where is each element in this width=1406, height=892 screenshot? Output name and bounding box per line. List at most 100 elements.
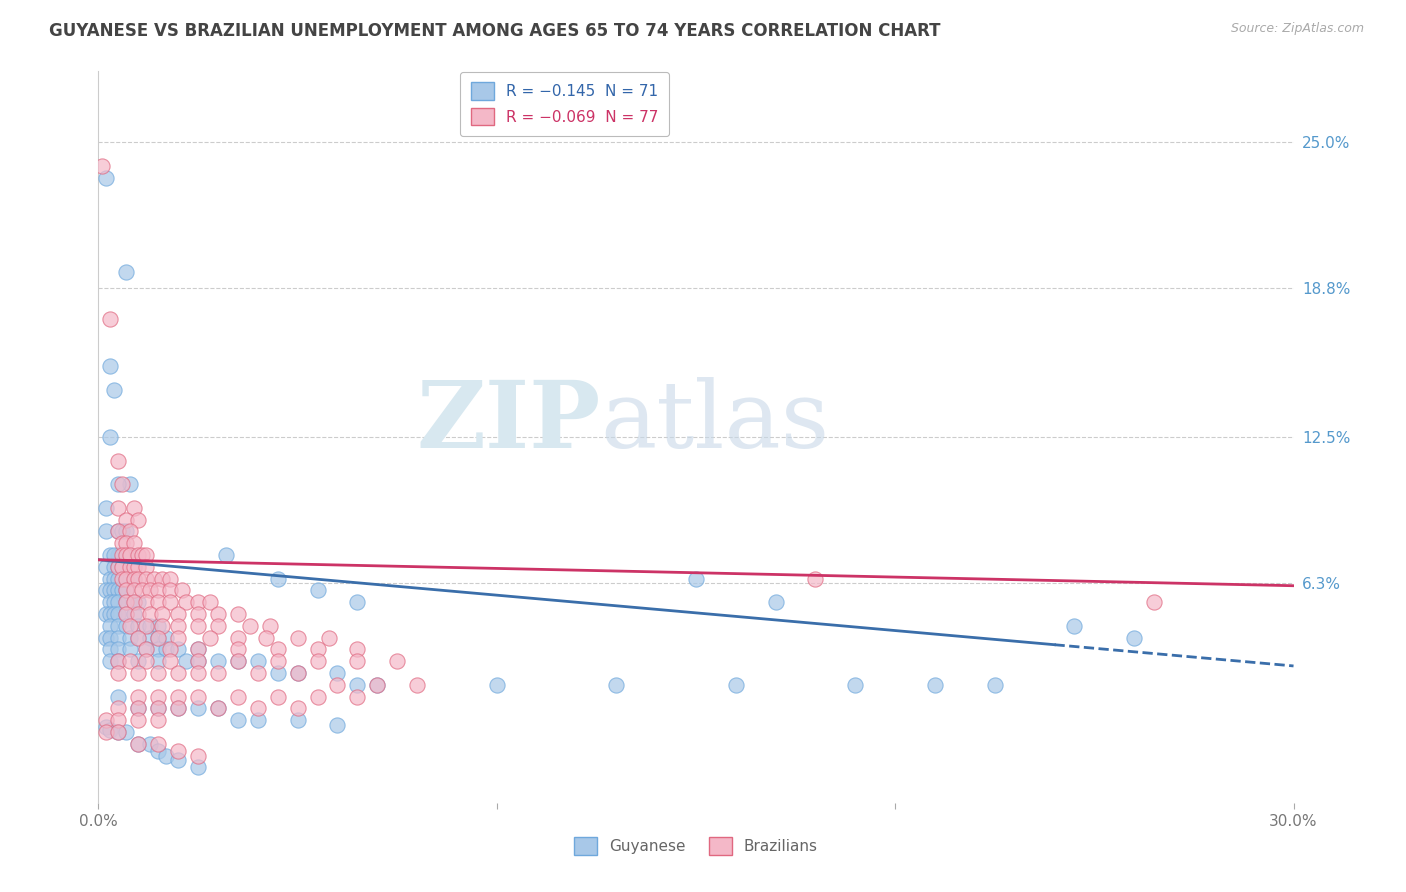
Point xyxy=(98,642,122,657)
Point xyxy=(127,701,149,715)
Text: atlas: atlas xyxy=(600,377,830,467)
Point xyxy=(96,559,118,574)
Point xyxy=(91,159,114,173)
Point xyxy=(98,654,122,668)
Point xyxy=(187,760,209,774)
Point xyxy=(115,548,138,562)
Point xyxy=(346,654,368,668)
Point xyxy=(148,642,170,657)
Point xyxy=(103,559,125,574)
Point xyxy=(143,572,166,586)
Point xyxy=(207,701,229,715)
Point xyxy=(287,713,309,727)
Point xyxy=(246,654,269,668)
Point xyxy=(167,744,190,758)
Point xyxy=(103,607,125,621)
Point xyxy=(111,548,134,562)
Point xyxy=(127,654,149,668)
Point xyxy=(174,654,197,668)
Point xyxy=(267,654,290,668)
Point xyxy=(366,678,388,692)
Point xyxy=(148,583,170,598)
Point xyxy=(96,631,118,645)
Point xyxy=(127,607,149,621)
Point xyxy=(107,701,129,715)
Point xyxy=(239,619,262,633)
Point xyxy=(120,642,142,657)
Point xyxy=(605,678,627,692)
Point xyxy=(924,678,946,692)
Point xyxy=(127,559,149,574)
Point xyxy=(107,713,129,727)
Point xyxy=(115,536,138,550)
Point xyxy=(115,524,138,539)
Point xyxy=(127,631,149,645)
Point xyxy=(127,737,149,751)
Point xyxy=(98,607,122,621)
Point xyxy=(135,654,157,668)
Point xyxy=(107,524,129,539)
Point xyxy=(267,666,290,681)
Point xyxy=(226,690,249,704)
Point xyxy=(98,430,122,444)
Point xyxy=(139,619,162,633)
Point xyxy=(167,690,190,704)
Point xyxy=(124,500,146,515)
Point xyxy=(148,737,170,751)
Point xyxy=(287,631,309,645)
Point xyxy=(1143,595,1166,609)
Point xyxy=(346,595,368,609)
Point xyxy=(96,583,118,598)
Point xyxy=(115,607,138,621)
Point xyxy=(107,559,129,574)
Point xyxy=(127,572,149,586)
Point xyxy=(172,583,194,598)
Point xyxy=(135,572,157,586)
Point xyxy=(167,642,190,657)
Point xyxy=(159,654,181,668)
Point xyxy=(124,559,146,574)
Point xyxy=(107,654,129,668)
Point xyxy=(287,666,309,681)
Point xyxy=(111,559,134,574)
Point xyxy=(120,524,142,539)
Point xyxy=(107,572,129,586)
Point xyxy=(120,619,142,633)
Point xyxy=(1123,631,1146,645)
Point xyxy=(385,654,409,668)
Point xyxy=(115,595,138,609)
Point xyxy=(127,619,149,633)
Point xyxy=(346,678,368,692)
Point xyxy=(124,583,146,598)
Point xyxy=(127,513,149,527)
Point xyxy=(107,725,129,739)
Point xyxy=(98,548,122,562)
Point xyxy=(326,666,349,681)
Point xyxy=(187,607,209,621)
Point xyxy=(246,701,269,715)
Point xyxy=(107,631,129,645)
Point xyxy=(287,701,309,715)
Point xyxy=(1063,619,1085,633)
Point xyxy=(148,654,170,668)
Point xyxy=(167,631,190,645)
Point xyxy=(98,583,122,598)
Point xyxy=(148,666,170,681)
Point xyxy=(98,723,122,737)
Point xyxy=(187,619,209,633)
Text: ZIP: ZIP xyxy=(416,377,600,467)
Point xyxy=(103,583,125,598)
Point xyxy=(127,690,149,704)
Point xyxy=(115,548,138,562)
Point xyxy=(96,607,118,621)
Point xyxy=(98,572,122,586)
Point xyxy=(103,383,125,397)
Point xyxy=(115,583,138,598)
Point xyxy=(685,572,707,586)
Point xyxy=(107,548,129,562)
Point xyxy=(111,583,134,598)
Point xyxy=(226,631,249,645)
Point xyxy=(115,619,138,633)
Point xyxy=(98,312,122,326)
Point xyxy=(135,559,157,574)
